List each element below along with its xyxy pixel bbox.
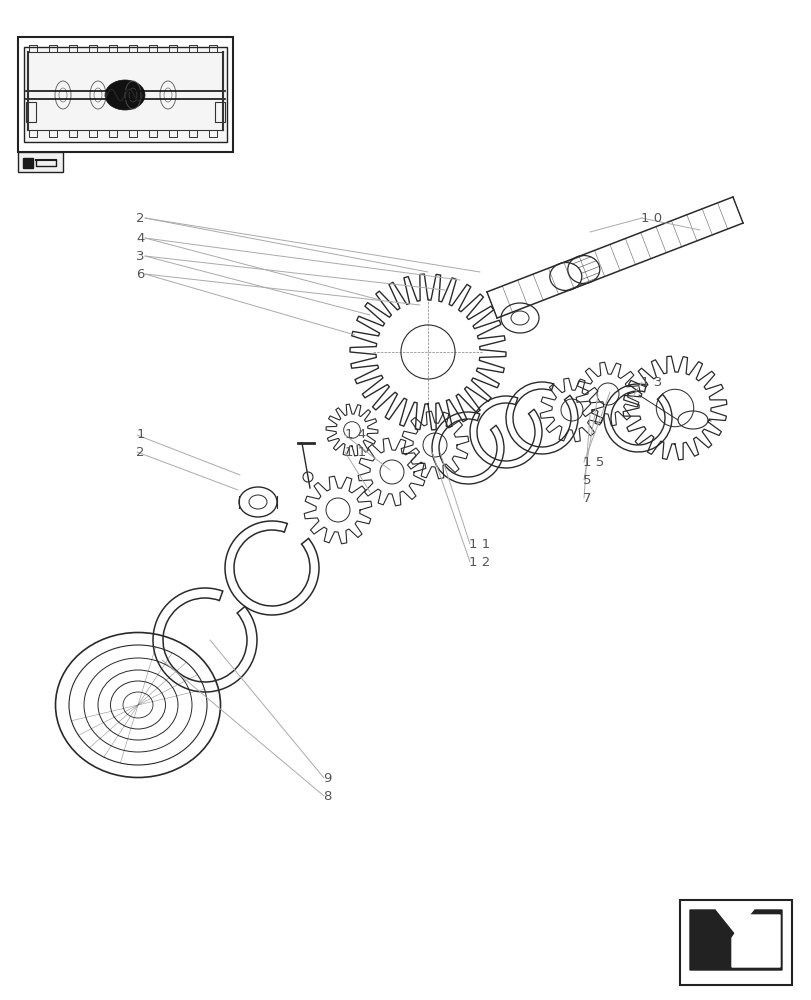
Polygon shape [689, 910, 781, 970]
Text: 4: 4 [136, 232, 144, 244]
Text: 1 1: 1 1 [345, 446, 366, 458]
Text: 1 4: 1 4 [345, 428, 366, 442]
Text: 9: 9 [323, 772, 331, 784]
Text: 8: 8 [323, 790, 331, 802]
Text: 1 3: 1 3 [641, 375, 662, 388]
Text: 1 2: 1 2 [469, 556, 490, 568]
Bar [26, 102, 36, 122]
Bar [679, 900, 791, 985]
Text: 1 1: 1 1 [469, 538, 490, 550]
Text: 6: 6 [136, 267, 144, 280]
Text: 1 5: 1 5 [582, 456, 603, 468]
Bar [215, 102, 225, 122]
Bar [23, 158, 33, 168]
Text: 2: 2 [136, 446, 144, 458]
Text: 5: 5 [582, 474, 590, 487]
Bar [18, 37, 233, 152]
Text: 2: 2 [136, 212, 144, 225]
Polygon shape [731, 915, 779, 967]
Text: 1: 1 [136, 428, 144, 442]
Text: 1 0: 1 0 [641, 212, 662, 225]
Ellipse shape [105, 80, 145, 110]
Bar [24, 47, 227, 142]
Text: 7: 7 [582, 491, 590, 504]
Bar [18, 152, 63, 172]
Text: 3: 3 [136, 249, 144, 262]
